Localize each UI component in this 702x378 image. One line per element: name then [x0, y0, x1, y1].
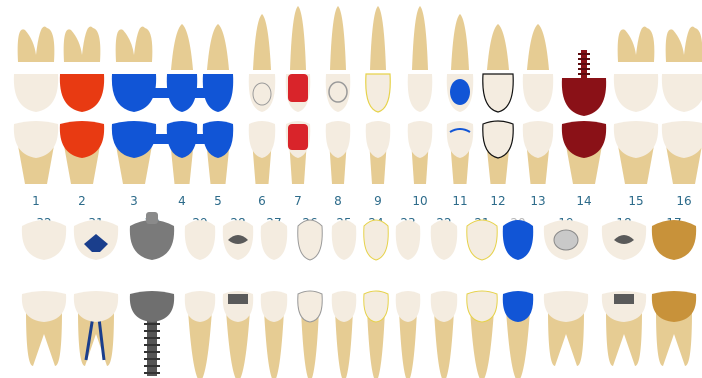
- tooth-28-graphic: [222, 220, 254, 378]
- tooth-27-graphic: [260, 220, 288, 378]
- upper-arch: [13, 6, 702, 184]
- tooth-number-label[interactable]: 16: [676, 194, 692, 208]
- tooth-number-label[interactable]: 9: [374, 194, 382, 208]
- root: [665, 26, 702, 62]
- tooth-26-graphic: [297, 219, 323, 378]
- root: [617, 26, 655, 63]
- tooth-number-label[interactable]: 3: [130, 194, 138, 208]
- tooth-29-graphic: [184, 220, 216, 378]
- tooth-9-graphic: [365, 6, 391, 184]
- tooth-24-graphic: [363, 219, 389, 378]
- tooth-6-graphic: [248, 14, 276, 184]
- tooth-1-graphic: [13, 26, 59, 184]
- tooth-number-label[interactable]: 7: [294, 194, 302, 208]
- lower-arch: [0, 210, 702, 378]
- root: [63, 26, 101, 63]
- tooth-25-graphic: [331, 220, 357, 378]
- tooth-number-label[interactable]: 5: [214, 194, 222, 208]
- tooth-4-graphic: [166, 24, 198, 184]
- tooth-31-graphic: [73, 220, 119, 366]
- tooth-number-label[interactable]: 4: [178, 194, 186, 208]
- tooth-30-graphic: [129, 212, 175, 376]
- tooth-16-graphic: [661, 26, 702, 184]
- tooth-18-graphic: [601, 220, 647, 366]
- tooth-number-label[interactable]: 13: [530, 194, 546, 208]
- tooth-15-graphic: [613, 26, 659, 184]
- tooth-17-graphic: [651, 220, 697, 366]
- tooth-21-graphic: [466, 219, 498, 378]
- tooth-5-graphic: [202, 24, 234, 184]
- tooth-number-label[interactable]: 11: [452, 194, 468, 208]
- root: [115, 26, 153, 63]
- tooth-2-graphic: [59, 26, 105, 184]
- tooth-number-label[interactable]: 1: [32, 194, 40, 208]
- tooth-10-graphic: [407, 6, 433, 184]
- tooth-number-label[interactable]: 6: [258, 194, 266, 208]
- tooth-number-label[interactable]: 10: [412, 194, 428, 208]
- tooth-number-label[interactable]: 15: [628, 194, 644, 208]
- tooth-23-graphic: [395, 220, 421, 378]
- tooth-11-graphic: [446, 14, 474, 184]
- tooth-20-graphic: [502, 220, 534, 378]
- tooth-number-label[interactable]: 2: [78, 194, 86, 208]
- tooth-3-graphic: [111, 26, 157, 184]
- tooth-number-label[interactable]: 14: [576, 194, 592, 208]
- tooth-22-graphic: [430, 220, 458, 378]
- tooth-number-label[interactable]: 8: [334, 194, 342, 208]
- tooth-13-graphic: [522, 24, 554, 184]
- tooth-7-graphic: [285, 6, 311, 184]
- tooth-number-label[interactable]: 12: [490, 194, 506, 208]
- tooth-12-graphic: [482, 24, 514, 184]
- tooth-8-graphic: [325, 6, 351, 184]
- tooth-14-graphic: [561, 50, 607, 184]
- tooth-19-graphic: [543, 220, 589, 366]
- tooth-32-graphic: [21, 220, 67, 366]
- root: [17, 26, 55, 63]
